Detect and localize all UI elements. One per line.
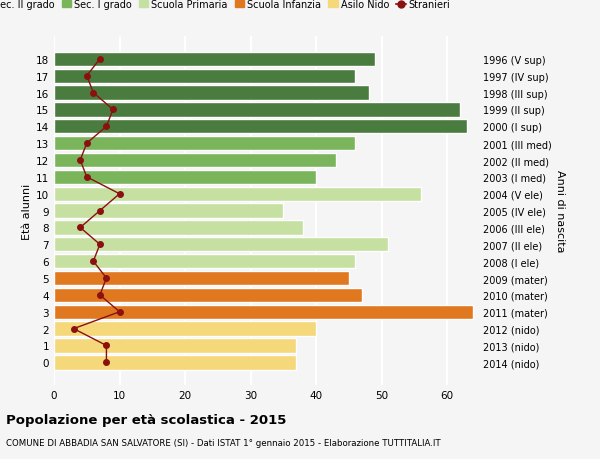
Bar: [54, 271, 349, 285]
Y-axis label: Età alunni: Età alunni: [22, 183, 32, 239]
Text: Popolazione per età scolastica - 2015: Popolazione per età scolastica - 2015: [6, 413, 286, 426]
Bar: [54, 339, 296, 353]
Bar: [54, 204, 283, 218]
Bar: [54, 238, 388, 252]
Bar: [54, 288, 362, 302]
Bar: [54, 153, 336, 168]
Bar: [54, 305, 473, 319]
Bar: [54, 322, 316, 336]
Text: COMUNE DI ABBADIA SAN SALVATORE (SI) - Dati ISTAT 1° gennaio 2015 - Elaborazione: COMUNE DI ABBADIA SAN SALVATORE (SI) - D…: [6, 438, 440, 448]
Bar: [54, 187, 421, 202]
Bar: [54, 170, 316, 185]
Bar: [54, 86, 368, 101]
Bar: [54, 254, 355, 269]
Bar: [54, 355, 296, 369]
Bar: [54, 137, 355, 151]
Bar: [54, 69, 355, 84]
Legend: Sec. II grado, Sec. I grado, Scuola Primaria, Scuola Infanzia, Asilo Nido, Stran: Sec. II grado, Sec. I grado, Scuola Prim…: [0, 0, 454, 14]
Bar: [54, 221, 303, 235]
Bar: [54, 120, 467, 134]
Bar: [54, 53, 375, 67]
Bar: [54, 103, 460, 118]
Y-axis label: Anni di nascita: Anni di nascita: [556, 170, 565, 252]
